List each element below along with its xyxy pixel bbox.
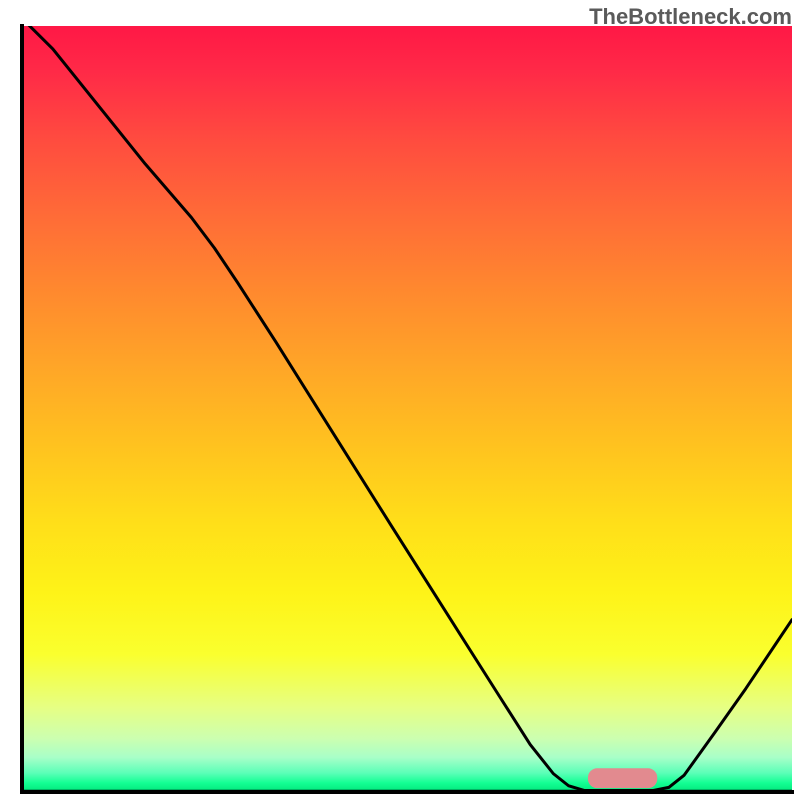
- watermark-text: TheBottleneck.com: [589, 4, 792, 30]
- chart-container: TheBottleneck.com: [0, 0, 800, 800]
- optimal-range-marker: [588, 768, 657, 788]
- gradient-background: [22, 26, 792, 792]
- bottleneck-chart: [0, 0, 800, 800]
